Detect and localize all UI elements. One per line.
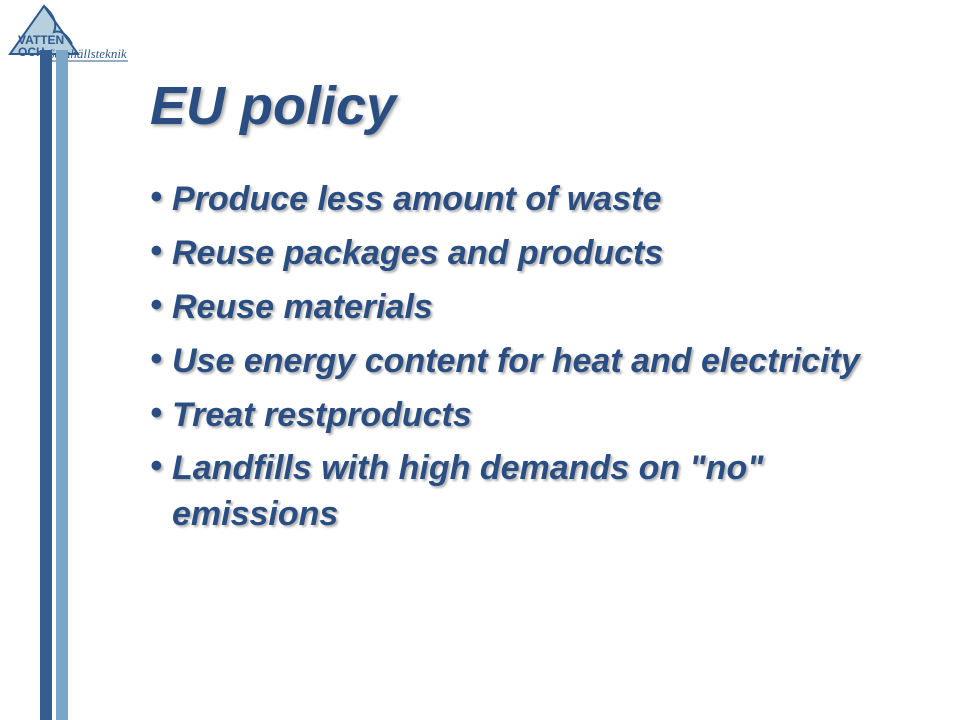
bullet-item: Treat restproducts [150, 393, 910, 439]
bullet-item: Landfills with high demands on "no" emiss… [150, 446, 910, 538]
company-logo: VATTEN OCH Samhällsteknik [4, 4, 134, 79]
side-accent-bar-light [56, 50, 68, 720]
bullet-item: Reuse materials [150, 285, 910, 331]
bullet-text-continuation: emissions [172, 492, 910, 538]
bullet-item: Use energy content for heat and electric… [150, 339, 910, 385]
slide-title: EU policy [150, 75, 910, 137]
bullet-text: Landfills with high demands on "no" [172, 449, 763, 487]
bullet-list: Produce less amount of waste Reuse packa… [150, 177, 910, 538]
side-accent-bar-dark [40, 50, 52, 720]
bullet-item: Produce less amount of waste [150, 177, 910, 223]
bullet-item: Reuse packages and products [150, 231, 910, 277]
slide-content: EU policy Produce less amount of waste R… [150, 75, 910, 546]
